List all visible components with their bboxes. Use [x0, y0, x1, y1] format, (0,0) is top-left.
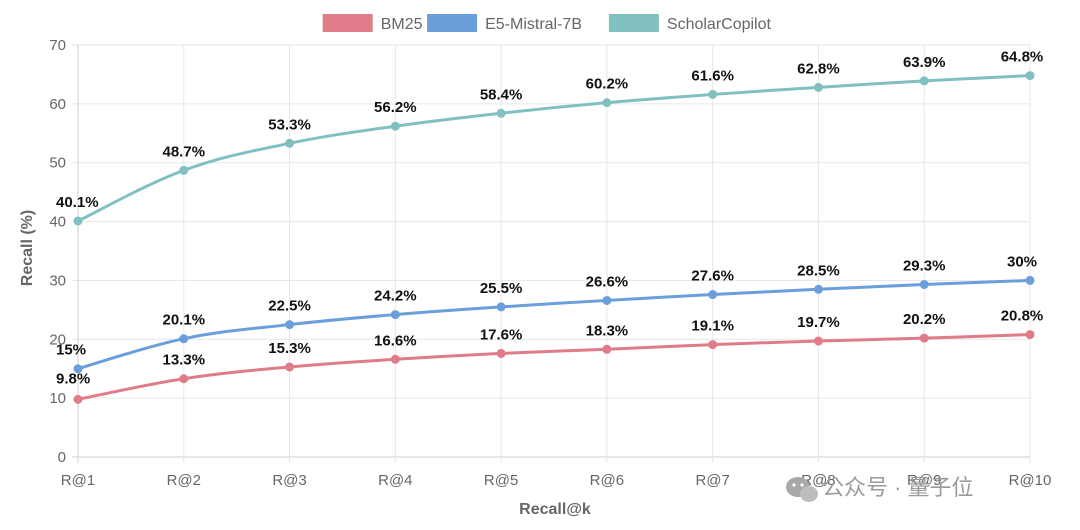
x-axis-ticks: R@1 R@2 R@3 R@4 R@5 R@6 R@7 R@8 R@9 R@10	[61, 472, 1052, 489]
data-label: 64.8%	[1001, 49, 1044, 66]
x-tick-label: R@8	[801, 472, 835, 489]
y-tick-label: 70	[49, 37, 66, 54]
data-label: 58.4%	[480, 86, 523, 103]
data-label: 24.2%	[374, 288, 417, 305]
data-point	[73, 394, 83, 404]
data-label: 19.7%	[797, 314, 840, 331]
x-tick-label: R@1	[61, 472, 95, 489]
y-axis-title: Recall (%)	[19, 210, 36, 286]
data-point	[390, 121, 400, 131]
data-label: 13.3%	[163, 352, 206, 369]
data-label: 20.1%	[163, 312, 206, 329]
data-label: 15%	[56, 342, 86, 359]
data-point	[390, 310, 400, 320]
data-label: 60.2%	[586, 76, 629, 93]
x-tick-label: R@2	[167, 472, 201, 489]
y-axis-ticks: 0 10 20 30 40 50 60 70	[49, 37, 66, 466]
legend-swatch	[322, 14, 373, 32]
data-label: 61.6%	[691, 67, 734, 84]
data-label: 18.3%	[586, 322, 629, 339]
series-line	[76, 74, 1032, 223]
data-point	[919, 333, 929, 343]
data-label: 30%	[1007, 253, 1037, 270]
data-label: 29.3%	[903, 258, 946, 275]
data-point	[285, 138, 295, 148]
data-label: 26.6%	[586, 273, 629, 290]
x-tick-label: R@6	[590, 472, 624, 489]
series-line	[76, 278, 1032, 371]
wechat-icon	[786, 477, 818, 502]
data-label: 62.8%	[797, 60, 840, 77]
data-label: 63.9%	[903, 54, 946, 71]
x-tick-label: R@9	[907, 472, 941, 489]
y-tick-label: 0	[58, 449, 66, 466]
data-label: 19.1%	[691, 318, 734, 335]
data-point	[919, 280, 929, 290]
data-label: 9.8%	[56, 370, 90, 387]
data-point	[602, 344, 612, 354]
data-point	[602, 295, 612, 305]
y-tick-label: 60	[49, 96, 66, 113]
legend-label: E5-Mistral-7B	[485, 16, 582, 33]
data-point	[73, 364, 83, 374]
x-tick-label: R@7	[695, 472, 729, 489]
data-label: 16.6%	[374, 332, 417, 349]
y-tick-label: 10	[49, 390, 66, 407]
legend-label: ScholarCopilot	[667, 16, 772, 33]
data-point	[285, 362, 295, 372]
data-point	[1025, 71, 1035, 81]
legend-label: BM25	[381, 16, 423, 33]
legend-swatch	[427, 14, 478, 32]
data-point	[813, 82, 823, 92]
data-point	[179, 374, 189, 384]
x-axis-title: Recall@k	[519, 501, 591, 518]
data-point	[496, 302, 506, 312]
legend: BM25 E5-Mistral-7B ScholarCopilot	[322, 14, 772, 33]
data-labels-layer: 9.8% 13.3% 15.3% 16.6% 17.6% 18.3% 19.1% 19.7% 2…	[56, 49, 1043, 388]
data-point	[602, 98, 612, 108]
data-point	[1025, 330, 1035, 340]
data-label: 56.2%	[374, 99, 417, 116]
data-label: 53.3%	[268, 116, 311, 133]
y-tick-label: 20	[49, 331, 66, 348]
data-point	[1025, 275, 1035, 285]
data-label: 17.6%	[480, 326, 523, 343]
grid-lines	[72, 44, 1031, 463]
data-label: 48.7%	[163, 143, 206, 160]
series-line	[76, 333, 1032, 401]
data-point	[919, 76, 929, 86]
x-tick-label: R@4	[378, 472, 412, 489]
data-label: 40.1%	[56, 194, 99, 211]
data-point	[496, 348, 506, 358]
y-tick-label: 30	[49, 272, 66, 289]
data-point	[285, 320, 295, 330]
data-point	[179, 165, 189, 175]
data-point	[813, 284, 823, 294]
data-label: 25.5%	[480, 280, 523, 297]
data-point	[708, 89, 718, 99]
data-label: 22.5%	[268, 298, 311, 315]
legend-swatch	[608, 14, 659, 32]
data-label: 28.5%	[797, 262, 840, 279]
data-point	[708, 290, 718, 300]
data-label: 20.2%	[903, 311, 946, 328]
series-layer	[73, 71, 1035, 404]
x-tick-label: R@3	[272, 472, 306, 489]
data-point	[813, 336, 823, 346]
x-tick-label: R@5	[484, 472, 518, 489]
y-tick-label: 50	[49, 155, 66, 172]
data-point	[179, 334, 189, 344]
data-point	[496, 108, 506, 118]
data-label: 20.8%	[1001, 308, 1044, 325]
watermark-text: 公众号 · 量子位	[822, 475, 974, 500]
watermark: 公众号 · 量子位	[786, 475, 974, 502]
x-tick-label: R@10	[1009, 472, 1052, 489]
y-tick-label: 40	[49, 214, 66, 231]
data-point	[390, 354, 400, 364]
data-point	[73, 216, 83, 226]
data-point	[708, 340, 718, 350]
data-label: 15.3%	[268, 340, 311, 357]
data-label: 27.6%	[691, 268, 734, 285]
